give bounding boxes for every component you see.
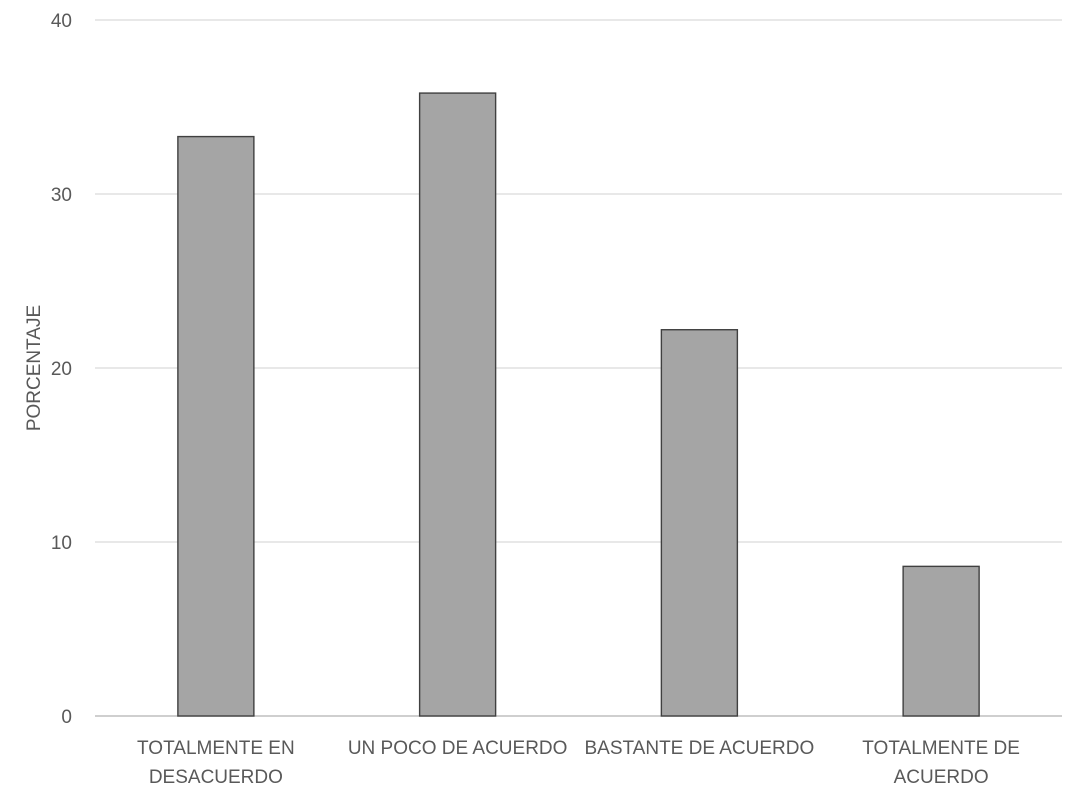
x-tick-label: BASTANTE DE ACUERDO	[584, 738, 814, 759]
y-tick-label: 30	[51, 185, 72, 206]
y-tick-label: 40	[51, 11, 72, 32]
y-tick-label: 0	[61, 707, 72, 728]
x-tick-label: UN POCO DE ACUERDO	[348, 738, 568, 759]
bars	[177, 92, 980, 717]
bar	[177, 135, 255, 717]
y-tick-label: 20	[51, 359, 72, 380]
gridlines	[95, 19, 1062, 717]
bar	[660, 329, 739, 717]
y-axis-ticks: 0 10 20 30 40	[51, 11, 72, 728]
x-axis-ticks: TOTALMENTE EN DESACUERDO UN POCO DE ACUERD…	[137, 738, 1020, 787]
y-axis-label: PORCENTAJE	[24, 305, 45, 431]
bar	[418, 92, 497, 717]
x-tick-label: TOTALMENTE EN DESACUERDO	[137, 738, 295, 787]
y-tick-label: 10	[51, 533, 72, 554]
x-tick-label: TOTALMENTE DE ACUERDO	[862, 738, 1020, 787]
bar	[902, 565, 980, 717]
